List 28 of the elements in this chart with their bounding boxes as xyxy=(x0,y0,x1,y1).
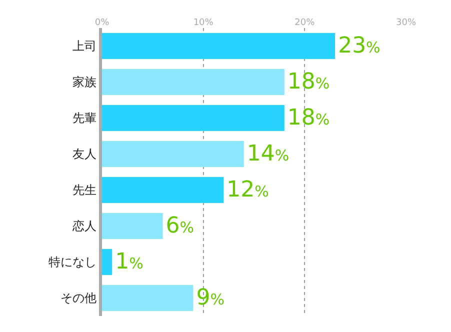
data-label: 12% xyxy=(226,178,269,202)
y-tick-label: 恋人 xyxy=(72,219,97,234)
bar xyxy=(102,33,336,59)
x-tick-label: 0% xyxy=(94,18,110,28)
bar xyxy=(102,285,194,311)
data-label: 18% xyxy=(287,70,330,94)
bar xyxy=(102,141,244,167)
x-tick-label: 30% xyxy=(396,18,416,28)
data-label: 9% xyxy=(196,286,224,310)
y-tick-label: 先生 xyxy=(72,183,97,198)
y-tick-label: 友人 xyxy=(72,147,97,162)
bar xyxy=(102,69,284,95)
bar xyxy=(102,213,163,239)
bar xyxy=(102,105,284,131)
bar xyxy=(102,177,224,203)
data-label: 18% xyxy=(287,106,330,130)
x-tick-label: 20% xyxy=(294,18,316,28)
y-tick-label: 上司 xyxy=(72,39,97,54)
data-label: 6% xyxy=(166,214,194,238)
y-tick-label: 先輩 xyxy=(72,111,97,126)
y-tick-label: 特になし xyxy=(48,255,97,270)
data-label: 1% xyxy=(115,250,144,274)
data-label: 23% xyxy=(338,34,380,58)
data-label: 14% xyxy=(246,142,290,166)
y-tick-label: その他 xyxy=(60,291,97,306)
bar xyxy=(102,249,112,275)
x-tick-label: 10% xyxy=(193,18,214,28)
y-tick-label: 家族 xyxy=(72,75,97,90)
